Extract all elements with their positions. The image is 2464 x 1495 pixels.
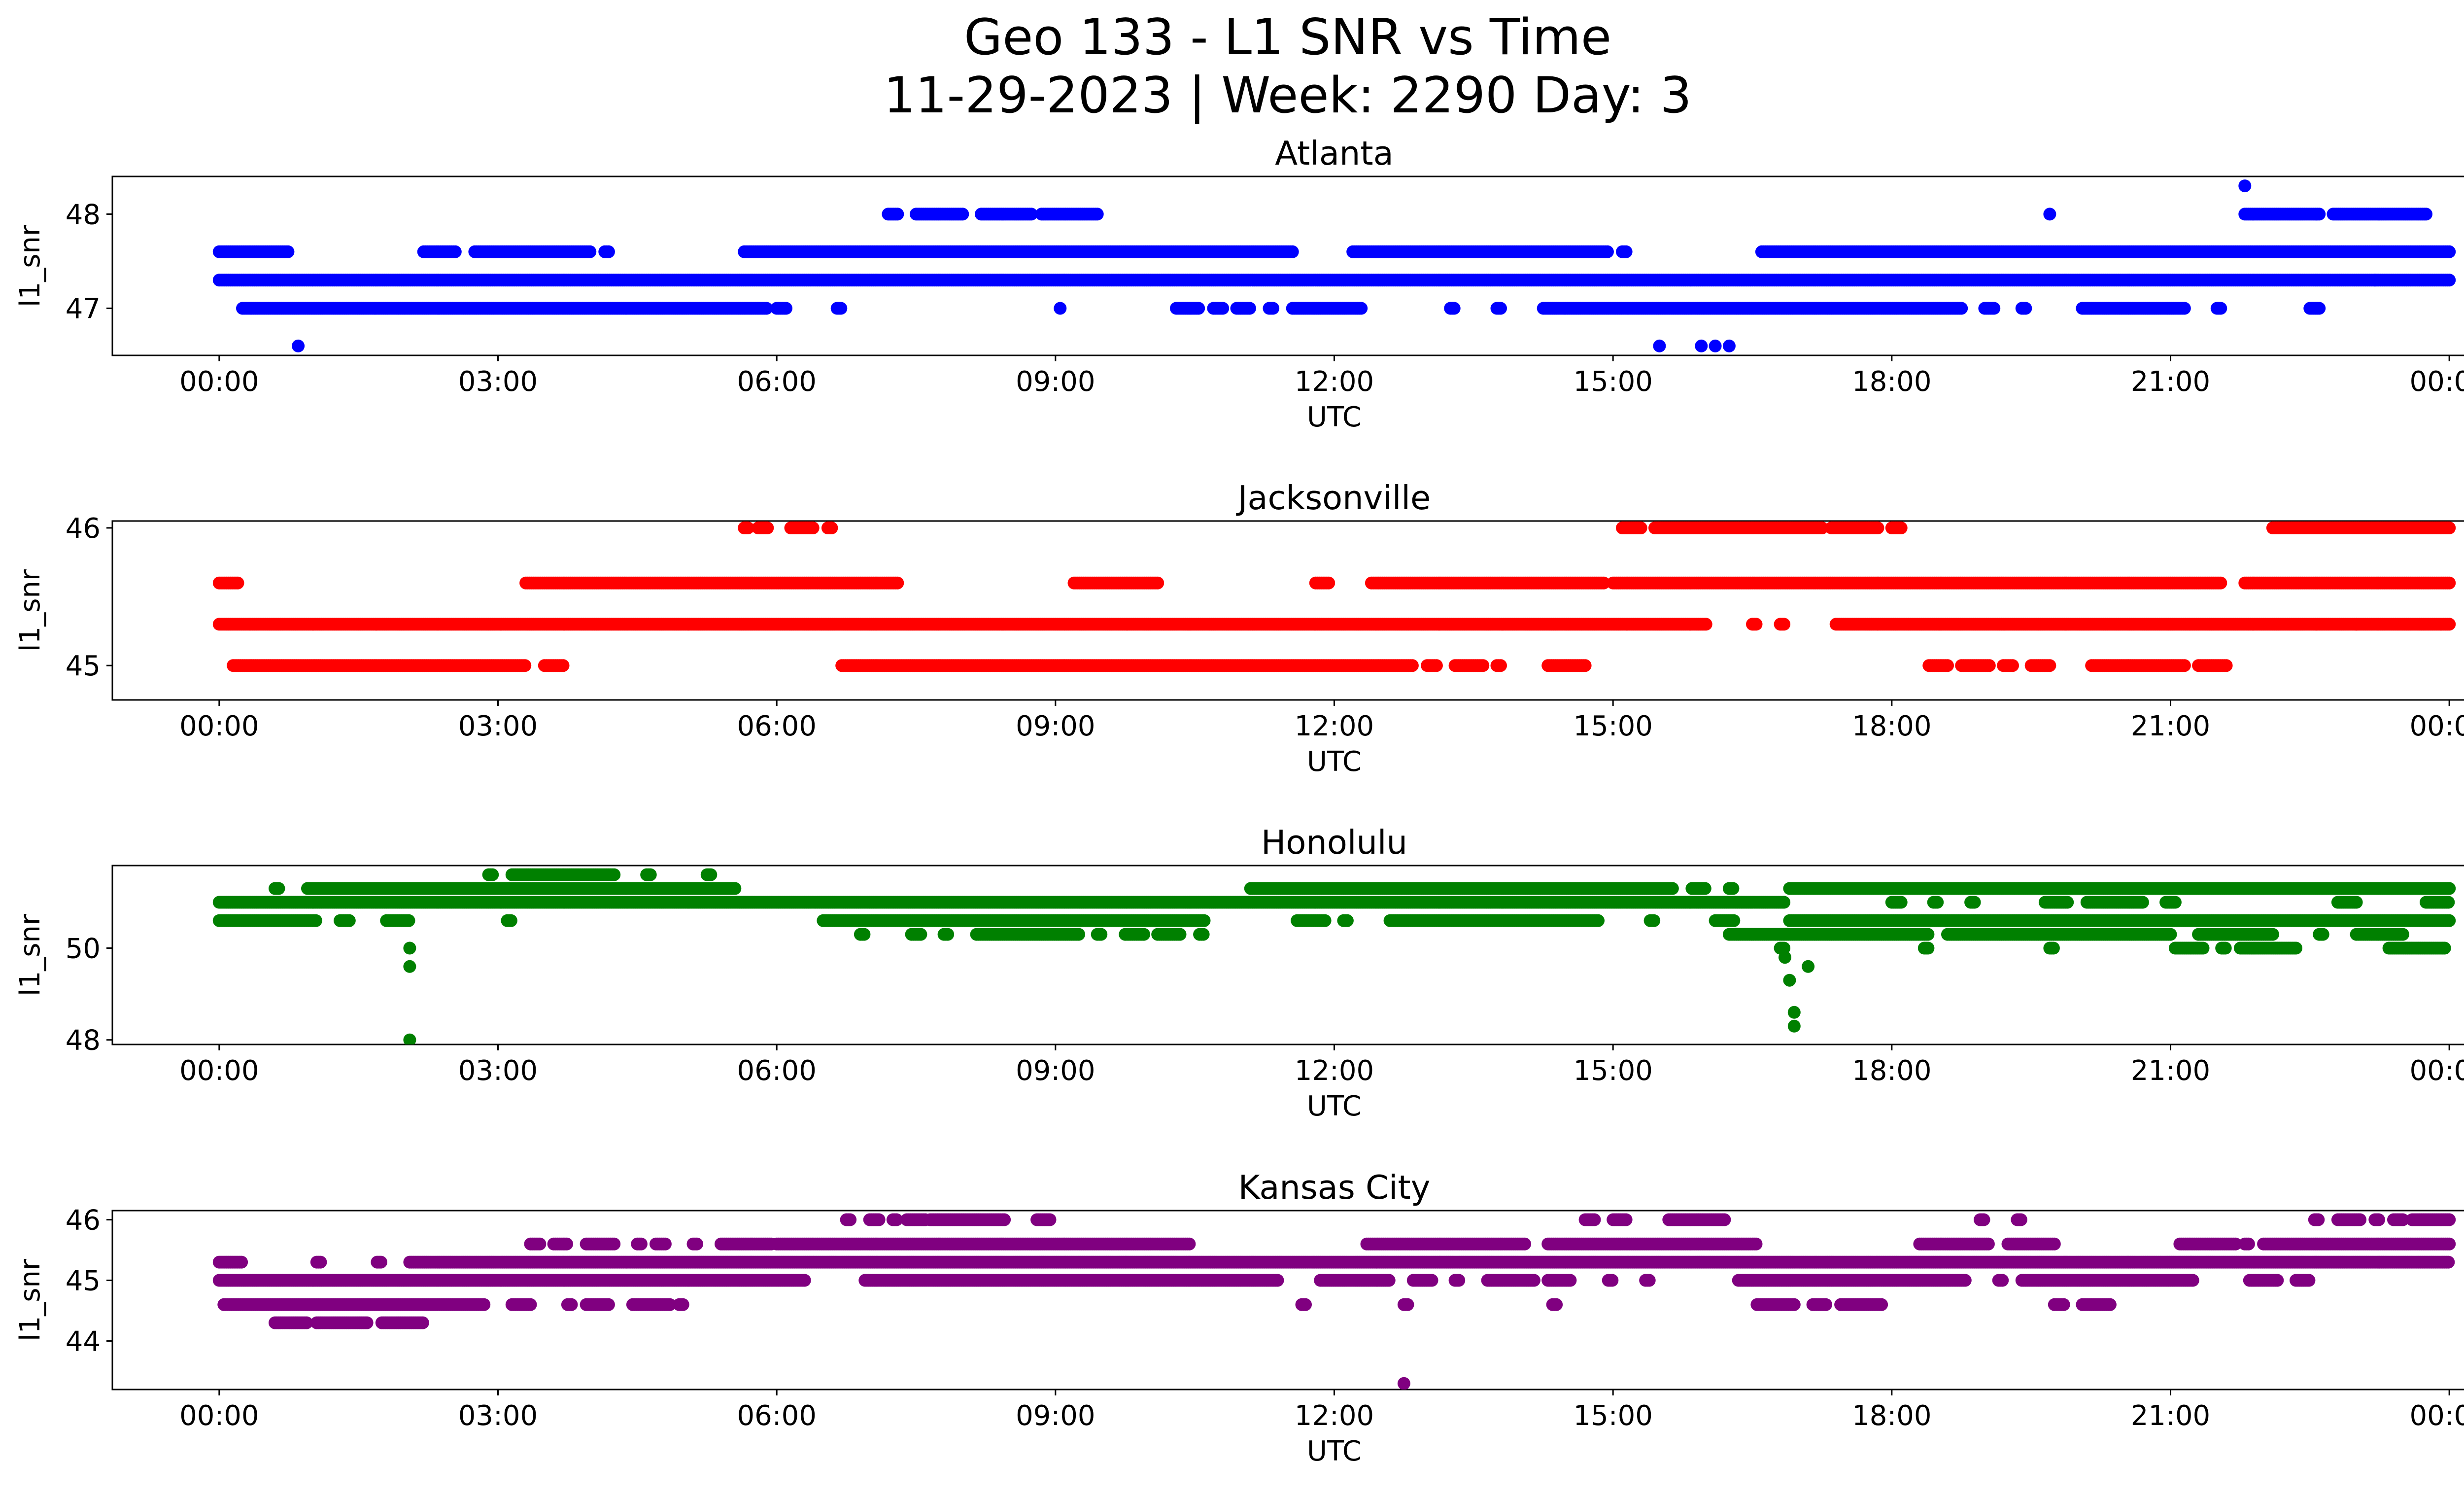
data-point — [1987, 302, 2001, 315]
x-tick-label: 00:00 — [2409, 366, 2464, 398]
data-point — [1699, 618, 1712, 631]
panel-title: Jacksonville — [1236, 479, 1431, 517]
data-point — [1286, 245, 1299, 258]
data-point — [2420, 208, 2432, 221]
data-point — [1722, 339, 1736, 352]
data-point — [2043, 208, 2056, 221]
y-tick-label: 47 — [66, 293, 101, 325]
data-point — [834, 302, 848, 315]
data-point — [2214, 576, 2227, 590]
y-axis-label: l1_snr — [14, 569, 46, 652]
data-point — [1601, 245, 1614, 258]
data-point — [780, 302, 792, 315]
data-points — [212, 179, 2456, 352]
data-point — [2368, 274, 2382, 287]
y-tick-label: 48 — [66, 199, 101, 231]
data-point — [2214, 302, 2227, 315]
data-point — [1619, 245, 1633, 258]
data-point — [583, 245, 597, 258]
data-point — [2238, 179, 2252, 193]
data-point — [231, 576, 244, 590]
x-axis-label: UTC — [1307, 746, 1362, 778]
data-point — [2313, 208, 2326, 221]
data-point — [1054, 302, 1067, 315]
data-point — [1091, 208, 1104, 221]
x-tick-label: 09:00 — [1016, 366, 1095, 398]
data-point — [292, 339, 305, 352]
data-point — [1709, 339, 1722, 352]
data-point — [1216, 302, 1230, 315]
x-tick-label: 12:00 — [1295, 366, 1374, 398]
data-point — [1151, 576, 1164, 590]
data-point — [1243, 302, 1256, 315]
data-point — [1597, 576, 1610, 590]
data-point — [448, 245, 462, 258]
x-tick-label: 15:00 — [1573, 366, 1652, 398]
data-point — [1355, 302, 1368, 315]
figure-title-line1: Geo 133 - L1 SNR vs Time — [964, 8, 1611, 66]
x-tick-label: 18:00 — [1852, 366, 1931, 398]
data-point — [1749, 618, 1763, 631]
data-point — [1955, 302, 1968, 315]
y-axis-label: l1_snr — [14, 224, 46, 307]
data-point — [2443, 245, 2456, 258]
data-point — [1653, 339, 1666, 352]
data-point — [1266, 302, 1280, 315]
data-point — [2313, 302, 2326, 315]
x-tick-label: 06:00 — [737, 366, 816, 398]
panel-title: Atlanta — [1275, 134, 1393, 173]
data-point — [891, 208, 904, 221]
data-point — [2443, 618, 2456, 631]
data-point — [1447, 302, 1461, 315]
data-point — [1778, 618, 1791, 631]
x-tick-label: 21:00 — [2131, 366, 2210, 398]
data-point — [1025, 208, 1038, 221]
x-axis-label: UTC — [1307, 401, 1362, 433]
data-point — [1695, 339, 1708, 352]
panel-atlanta: Atlanta UTC l1_snr 00:00 03:00 06:00 09:00 1… — [14, 134, 2464, 433]
data-point — [281, 245, 295, 258]
data-point — [602, 245, 615, 258]
data-point — [1494, 302, 1507, 315]
axes-frame — [111, 520, 2464, 701]
data-point — [2019, 302, 2032, 315]
data-point — [2443, 274, 2456, 287]
figure-title-line2: 11-29-2023 | Week: 2290 Day: 3 — [884, 66, 1692, 125]
x-tick-label: 03:00 — [458, 366, 538, 398]
data-point — [891, 576, 904, 590]
panel-jacksonville: Jacksonville UTC l1_snr 00:00 03:00 06:00 0… — [14, 479, 2464, 778]
data-points — [212, 522, 2456, 672]
axes-frame — [111, 175, 2464, 356]
data-point — [1192, 302, 1205, 315]
data-point — [1322, 576, 1335, 590]
data-point — [2178, 302, 2191, 315]
data-point — [760, 302, 773, 315]
data-point — [956, 208, 969, 221]
x-tick-label: 00:00 — [179, 366, 259, 398]
